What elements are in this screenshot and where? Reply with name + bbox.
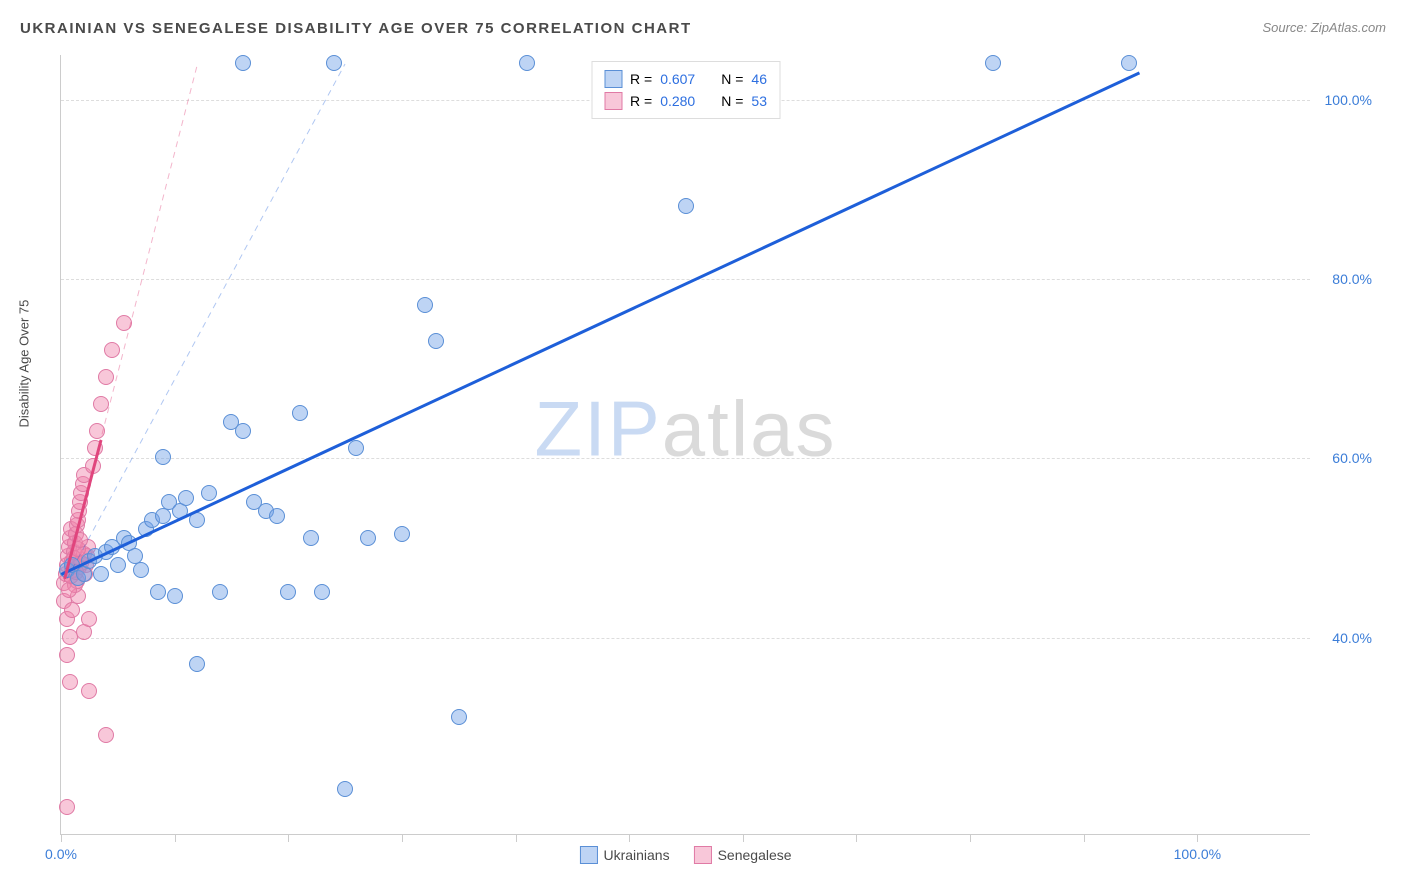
legend-row-senegalese: R = 0.280 N = 53 <box>604 90 767 112</box>
scatter-point-senegalese <box>104 342 120 358</box>
x-tick <box>856 834 857 842</box>
gridline-h <box>61 279 1310 280</box>
scatter-point-senegalese <box>81 683 97 699</box>
legend-label-senegalese: Senegalese <box>718 847 792 863</box>
scatter-point-ukrainians <box>133 562 149 578</box>
x-tick <box>516 834 517 842</box>
scatter-point-senegalese <box>98 369 114 385</box>
scatter-point-ukrainians <box>292 405 308 421</box>
legend-swatch-pink <box>604 92 622 110</box>
gridline-h <box>61 638 1310 639</box>
y-tick-label: 100.0% <box>1325 92 1372 108</box>
x-tick-label: 100.0% <box>1174 846 1221 862</box>
scatter-point-ukrainians <box>678 198 694 214</box>
gridline-h <box>61 458 1310 459</box>
x-tick <box>970 834 971 842</box>
trend-line-ukrainians <box>61 73 1139 574</box>
watermark-text: ZIPatlas <box>534 383 836 474</box>
scatter-point-senegalese <box>59 647 75 663</box>
scatter-point-ukrainians <box>167 588 183 604</box>
scatter-point-ukrainians <box>212 584 228 600</box>
x-tick <box>629 834 630 842</box>
trend-lines-layer <box>61 55 1310 834</box>
x-tick <box>1084 834 1085 842</box>
scatter-point-ukrainians <box>235 55 251 71</box>
legend-item-ukrainians: Ukrainians <box>579 846 669 864</box>
legend-n-value-ukr: 46 <box>751 71 767 87</box>
legend-r-label: R = <box>630 93 652 109</box>
legend-n-label: N = <box>721 71 743 87</box>
scatter-point-senegalese <box>98 727 114 743</box>
legend-r-value-sen: 0.280 <box>660 93 695 109</box>
scatter-point-ukrainians <box>178 490 194 506</box>
scatter-point-senegalese <box>85 458 101 474</box>
scatter-point-ukrainians <box>394 526 410 542</box>
legend-swatch-blue-icon <box>579 846 597 864</box>
scatter-point-ukrainians <box>314 584 330 600</box>
trend-dashed-ukrainians <box>67 64 345 579</box>
chart-plot-area: ZIPatlas R = 0.607 N = 46 R = 0.280 N = … <box>60 55 1310 835</box>
scatter-point-senegalese <box>116 315 132 331</box>
correlation-legend: R = 0.607 N = 46 R = 0.280 N = 53 <box>591 61 780 119</box>
scatter-point-ukrainians <box>235 423 251 439</box>
scatter-point-ukrainians <box>150 584 166 600</box>
scatter-point-ukrainians <box>110 557 126 573</box>
source-credit: Source: ZipAtlas.com <box>1262 20 1386 35</box>
series-legend: Ukrainians Senegalese <box>579 846 791 864</box>
legend-r-label: R = <box>630 71 652 87</box>
x-tick <box>402 834 403 842</box>
scatter-point-senegalese <box>87 440 103 456</box>
x-tick <box>743 834 744 842</box>
y-tick-label: 60.0% <box>1332 450 1372 466</box>
legend-item-senegalese: Senegalese <box>694 846 792 864</box>
scatter-point-ukrainians <box>985 55 1001 71</box>
scatter-point-ukrainians <box>303 530 319 546</box>
legend-n-value-sen: 53 <box>751 93 767 109</box>
scatter-point-senegalese <box>81 611 97 627</box>
scatter-point-ukrainians <box>93 566 109 582</box>
scatter-point-ukrainians <box>201 485 217 501</box>
scatter-point-ukrainians <box>417 297 433 313</box>
scatter-point-senegalese <box>59 799 75 815</box>
legend-swatch-pink-icon <box>694 846 712 864</box>
x-tick <box>61 834 62 842</box>
scatter-point-senegalese <box>72 532 88 548</box>
scatter-point-ukrainians <box>189 512 205 528</box>
scatter-point-ukrainians <box>189 656 205 672</box>
x-tick-label: 0.0% <box>45 846 77 862</box>
y-tick-label: 40.0% <box>1332 630 1372 646</box>
scatter-point-ukrainians <box>451 709 467 725</box>
y-tick-label: 80.0% <box>1332 271 1372 287</box>
scatter-point-ukrainians <box>155 449 171 465</box>
chart-title: UKRAINIAN VS SENEGALESE DISABILITY AGE O… <box>20 20 692 37</box>
x-tick <box>1197 834 1198 842</box>
scatter-point-senegalese <box>89 423 105 439</box>
scatter-point-ukrainians <box>1121 55 1137 71</box>
legend-r-value-ukr: 0.607 <box>660 71 695 87</box>
scatter-point-ukrainians <box>269 508 285 524</box>
y-axis-label: Disability Age Over 75 <box>17 300 32 428</box>
legend-row-ukrainians: R = 0.607 N = 46 <box>604 68 767 90</box>
scatter-point-ukrainians <box>360 530 376 546</box>
scatter-point-ukrainians <box>519 55 535 71</box>
x-tick <box>288 834 289 842</box>
x-tick <box>175 834 176 842</box>
legend-n-label: N = <box>721 93 743 109</box>
scatter-point-senegalese <box>62 674 78 690</box>
scatter-point-ukrainians <box>326 55 342 71</box>
scatter-point-ukrainians <box>348 440 364 456</box>
scatter-point-ukrainians <box>280 584 296 600</box>
scatter-point-ukrainians <box>337 781 353 797</box>
scatter-point-senegalese <box>93 396 109 412</box>
legend-label-ukrainians: Ukrainians <box>603 847 669 863</box>
scatter-point-ukrainians <box>428 333 444 349</box>
legend-swatch-blue <box>604 70 622 88</box>
